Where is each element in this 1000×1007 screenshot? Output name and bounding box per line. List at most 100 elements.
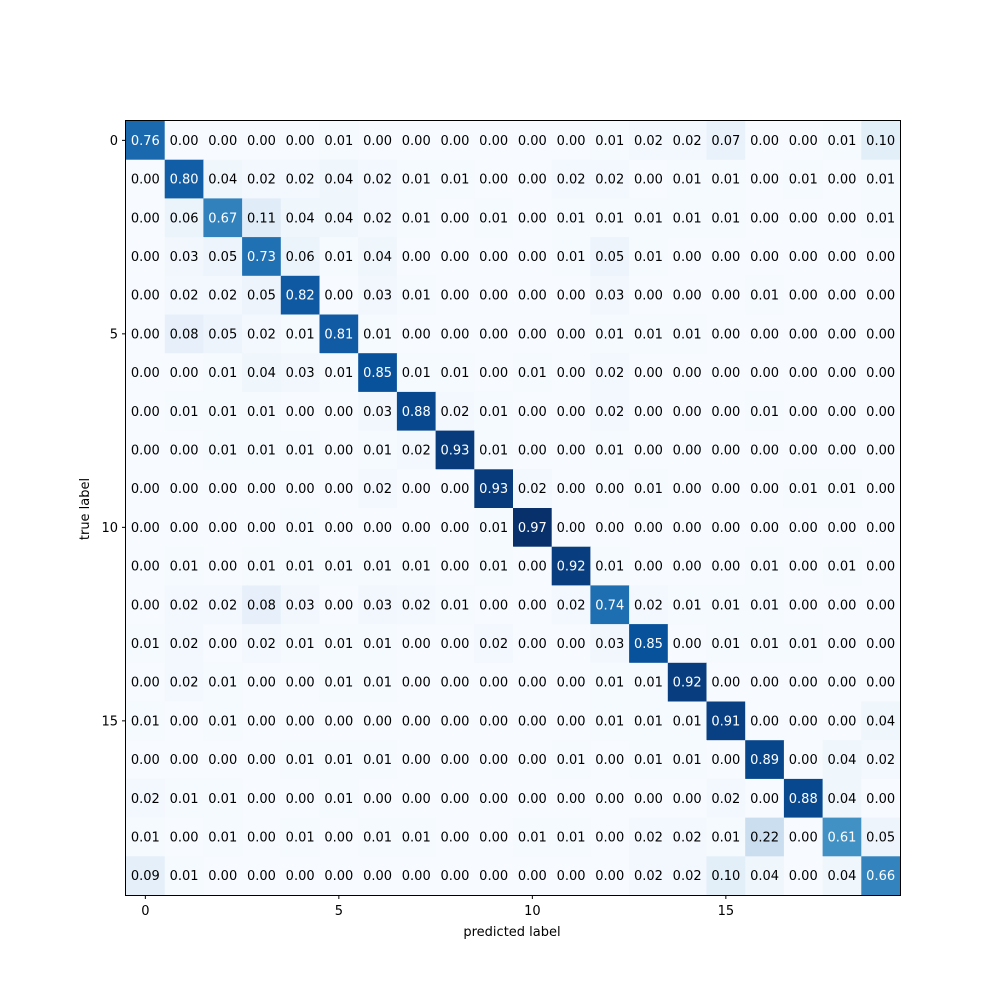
cell-value-label: 0.01	[440, 366, 469, 381]
heatmap-cell	[551, 740, 591, 780]
y-axis-label: true label	[78, 478, 93, 540]
cell-value-label: 0.02	[557, 173, 586, 188]
cell-value-label: 0.00	[170, 830, 199, 845]
heatmap-cell	[242, 430, 282, 470]
heatmap-cell	[590, 624, 630, 664]
heatmap-cell	[706, 856, 746, 896]
heatmap-cell	[513, 701, 553, 741]
cell-value-label: 0.00	[711, 250, 740, 265]
cell-value-label: 0.00	[247, 521, 276, 536]
cell-value-label: 0.01	[634, 211, 663, 226]
heatmap-cell	[435, 817, 475, 857]
heatmap-cell	[280, 391, 320, 432]
cell-value-label: 0.01	[247, 405, 276, 420]
heatmap-cell	[203, 391, 243, 432]
heatmap-cell	[203, 159, 243, 199]
cell-value-label: 0.00	[750, 250, 779, 265]
cell-value-label: 0.93	[479, 482, 508, 497]
cell-value-label: 0.01	[595, 714, 624, 729]
cell-value-label: 0.00	[518, 753, 547, 768]
cell-value-label: 0.00	[208, 521, 237, 536]
cell-value-label: 0.00	[363, 521, 392, 536]
cell-value-label: 0.00	[479, 134, 508, 149]
heatmap-cell	[745, 662, 785, 702]
cell-value-label: 0.01	[402, 289, 431, 304]
cell-value-label: 0.00	[208, 753, 237, 768]
cell-value-label: 0.00	[789, 598, 818, 613]
cell-value-label: 0.01	[479, 521, 508, 536]
cell-value-label: 0.00	[673, 521, 702, 536]
heatmap-cell	[783, 275, 824, 315]
y-tick-label: 15	[101, 714, 118, 729]
cell-value-label: 0.08	[247, 598, 276, 613]
cell-value-label: 0.00	[324, 405, 353, 420]
heatmap-cell	[435, 701, 475, 741]
cell-value-label: 0.01	[440, 173, 469, 188]
heatmap-cell	[783, 353, 824, 393]
heatmap-cell	[745, 275, 785, 315]
heatmap-cell	[280, 701, 320, 741]
heatmap-cell	[474, 701, 514, 741]
heatmap-cell	[551, 624, 591, 664]
heatmap-cell	[164, 159, 204, 199]
cell-value-label: 0.01	[750, 560, 779, 575]
cell-value-label: 0.02	[595, 366, 624, 381]
heatmap-cell	[861, 701, 901, 741]
heatmap-cell	[435, 546, 475, 586]
heatmap-cell	[203, 740, 243, 780]
cell-value-label: 0.01	[634, 676, 663, 691]
heatmap-cell	[783, 740, 824, 780]
heatmap-cell	[358, 508, 398, 548]
cell-value-label: 0.00	[170, 482, 199, 497]
heatmap-cell	[396, 314, 437, 354]
heatmap-cell	[706, 624, 746, 664]
cell-value-label: 0.00	[595, 521, 624, 536]
heatmap-cell	[242, 740, 282, 780]
heatmap-cell	[319, 353, 359, 393]
heatmap-cell	[396, 159, 437, 199]
heatmap-cell	[513, 546, 553, 586]
cell-value-label: 0.01	[673, 327, 702, 342]
heatmap-cell	[861, 353, 901, 393]
heatmap-cell	[242, 662, 282, 702]
cell-value-label: 0.01	[402, 560, 431, 575]
cell-value-label: 0.01	[208, 366, 237, 381]
cell-value-label: 0.04	[827, 792, 856, 807]
cell-value-label: 0.01	[866, 211, 895, 226]
heatmap-cell	[590, 237, 630, 277]
heatmap-cell	[667, 856, 707, 896]
heatmap-cell	[706, 121, 746, 161]
cell-value-label: 0.00	[131, 327, 160, 342]
heatmap-cell	[783, 856, 824, 896]
cell-value-label: 0.00	[131, 598, 160, 613]
cell-value-label: 0.00	[208, 482, 237, 497]
heatmap-cell	[435, 662, 475, 702]
cell-value-label: 0.00	[750, 482, 779, 497]
cell-value-label: 0.00	[750, 521, 779, 536]
cell-value-label: 0.00	[866, 598, 895, 613]
cell-value-label: 0.00	[402, 714, 431, 729]
cell-value-label: 0.00	[557, 869, 586, 884]
cell-value-label: 0.01	[595, 676, 624, 691]
heatmap-cell	[667, 198, 707, 238]
cell-value-label: 0.00	[479, 289, 508, 304]
cell-value-label: 0.01	[750, 405, 779, 420]
heatmap-cell	[590, 817, 630, 857]
heatmap-cell	[280, 585, 320, 625]
cell-value-label: 0.04	[208, 173, 237, 188]
cell-value-label: 0.00	[827, 289, 856, 304]
heatmap-cell	[280, 817, 320, 857]
cell-value-label: 0.00	[286, 134, 315, 149]
cell-value-label: 0.00	[866, 405, 895, 420]
heatmap-cell	[319, 391, 359, 432]
heatmap-cell	[396, 546, 437, 586]
heatmap-cell	[319, 817, 359, 857]
cell-value-label: 0.00	[131, 366, 160, 381]
heatmap-cell	[242, 391, 282, 432]
heatmap-cell	[435, 237, 475, 277]
heatmap-cell	[280, 469, 320, 509]
heatmap-cell	[861, 391, 901, 432]
cell-value-label: 0.03	[170, 250, 199, 265]
heatmap-cell	[590, 275, 630, 315]
cell-value-label: 0.01	[711, 598, 740, 613]
